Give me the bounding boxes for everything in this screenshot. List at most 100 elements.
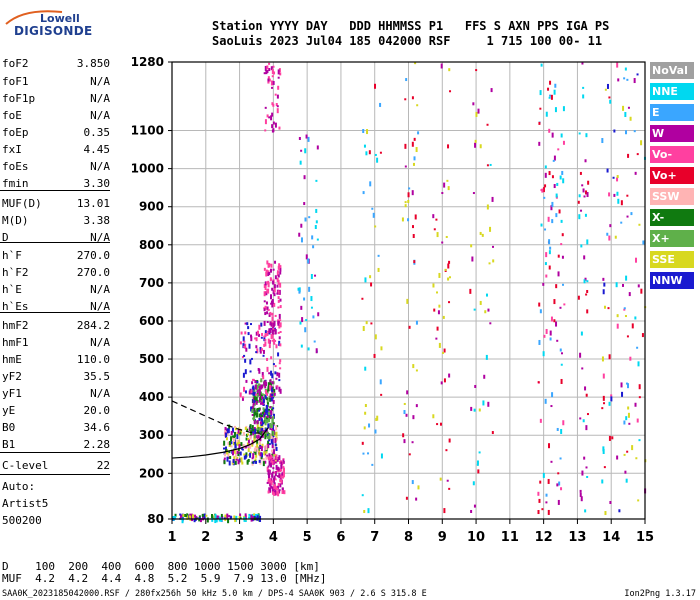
y-tick-label: 700 xyxy=(139,276,164,290)
echo-point xyxy=(606,232,609,236)
echo-point xyxy=(263,451,266,456)
param-separator xyxy=(0,452,110,453)
echo-point xyxy=(273,490,276,496)
echo-point xyxy=(267,262,270,268)
echo-point xyxy=(405,496,408,500)
echo-point xyxy=(616,177,619,182)
echo-point xyxy=(631,445,634,451)
param-value: 3.38 xyxy=(83,214,111,227)
echo-point xyxy=(272,422,275,425)
param-separator xyxy=(0,312,110,313)
echo-point xyxy=(270,478,273,482)
echo-point xyxy=(636,346,639,349)
echo-point xyxy=(380,393,383,396)
echo-point xyxy=(449,90,452,93)
echo-point xyxy=(635,457,638,460)
echo-point xyxy=(313,340,316,343)
echo-point xyxy=(636,418,639,423)
echo-point xyxy=(579,489,582,493)
echo-point xyxy=(274,478,277,481)
echo-point xyxy=(272,290,275,295)
echo-point xyxy=(634,402,637,407)
echo-point xyxy=(273,287,276,293)
echo-point xyxy=(259,415,262,421)
echo-point xyxy=(267,338,270,344)
echo-point xyxy=(553,319,556,323)
echo-point xyxy=(246,442,249,446)
echo-point xyxy=(374,225,377,228)
echo-point xyxy=(244,454,247,459)
echo-point xyxy=(549,330,552,336)
y-tick-label: 200 xyxy=(139,466,164,480)
echo-point xyxy=(266,306,269,311)
echo-point xyxy=(256,381,259,384)
echo-point xyxy=(490,88,493,93)
echo-point xyxy=(583,456,586,460)
echo-point xyxy=(261,384,264,389)
echo-point xyxy=(274,438,277,444)
echo-point xyxy=(435,337,438,340)
echo-point xyxy=(548,443,551,449)
echo-point xyxy=(538,141,541,146)
echo-point xyxy=(548,265,551,270)
echo-point xyxy=(620,200,623,206)
echo-point xyxy=(253,513,256,516)
echo-point xyxy=(227,456,230,459)
echo-point xyxy=(581,62,584,65)
param-row-yf1: yF1 N/A xyxy=(2,386,110,401)
echo-point xyxy=(539,309,542,314)
echo-point xyxy=(404,143,407,149)
y-tick-label: 80 xyxy=(147,512,164,526)
echo-point xyxy=(402,433,405,438)
echo-point xyxy=(303,297,306,301)
echo-point xyxy=(271,339,274,342)
echo-point xyxy=(280,468,283,472)
echo-point xyxy=(305,134,308,139)
echo-point xyxy=(625,416,628,421)
echo-point xyxy=(544,184,547,188)
echo-point xyxy=(271,69,274,75)
echo-point xyxy=(247,326,250,330)
echo-point xyxy=(224,429,227,435)
echo-point xyxy=(271,102,274,106)
echo-point xyxy=(205,514,208,517)
echo-point xyxy=(264,106,267,109)
echo-point xyxy=(230,441,233,445)
echo-point xyxy=(273,302,276,307)
echo-point xyxy=(264,420,267,426)
echo-point xyxy=(369,181,372,187)
echo-point xyxy=(586,309,589,314)
echo-point xyxy=(275,454,278,460)
echo-point xyxy=(276,270,279,274)
echo-point xyxy=(247,437,250,440)
echo-point xyxy=(406,390,409,395)
echo-point xyxy=(370,282,373,287)
echo-point xyxy=(278,289,281,295)
echo-point xyxy=(582,86,585,89)
echo-point xyxy=(242,372,245,378)
echo-point xyxy=(272,407,275,410)
echo-point xyxy=(624,470,627,474)
echo-point xyxy=(473,408,476,412)
echo-point xyxy=(262,415,265,418)
echo-point xyxy=(638,223,641,226)
echo-point xyxy=(267,444,270,449)
auto-artist: Artist5 xyxy=(2,497,49,510)
echo-point xyxy=(274,122,277,128)
echo-point xyxy=(260,401,263,405)
echo-point xyxy=(580,331,583,336)
echo-point xyxy=(562,283,565,286)
echo-point xyxy=(615,282,618,288)
echo-point xyxy=(267,270,270,273)
echo-point xyxy=(252,391,255,396)
echo-point xyxy=(258,441,261,445)
echo-point xyxy=(198,515,201,519)
echo-point xyxy=(254,513,257,517)
echo-point xyxy=(262,428,265,431)
echo-point xyxy=(281,489,284,494)
echo-point xyxy=(260,446,263,452)
echo-point xyxy=(274,314,277,317)
echo-point xyxy=(314,274,317,277)
echo-point xyxy=(233,431,236,437)
echo-point xyxy=(277,306,280,309)
